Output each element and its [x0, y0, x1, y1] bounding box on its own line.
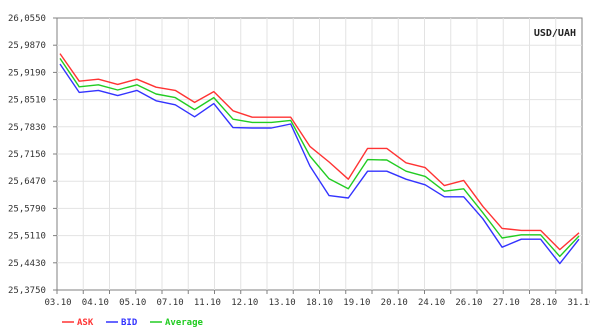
y-tick-label: 26,0550	[8, 14, 46, 24]
series-lines	[59, 53, 580, 265]
x-tick-label: 18.10	[306, 298, 333, 308]
series-line-ask	[59, 53, 580, 251]
x-tick-label: 19.10	[343, 298, 370, 308]
x-tick-label: 05.10	[119, 298, 146, 308]
legend-label-average: Average	[165, 318, 204, 328]
legend: ASK BID Average	[62, 318, 204, 328]
legend-label-bid: BID	[121, 318, 138, 328]
y-axis-ticks: 26,0550 25,9870 25,9190 25,8510 25,7830 25,71…	[8, 14, 57, 296]
y-tick-label: 25,9190	[8, 68, 46, 78]
legend-label-ask: ASK	[77, 318, 94, 328]
y-tick-label: 25,7830	[8, 123, 46, 133]
x-tick-label: 27.10	[493, 298, 520, 308]
x-tick-label: 11.10	[194, 298, 221, 308]
y-tick-label: 25,5790	[8, 204, 46, 214]
x-tick-label: 04.10	[82, 298, 109, 308]
y-tick-label: 25,3750	[8, 286, 46, 296]
x-tick-label: 28.10	[530, 298, 557, 308]
y-tick-label: 25,9870	[8, 41, 46, 51]
x-tick-label: 12.10	[231, 298, 258, 308]
x-tick-label: 20.10	[381, 298, 408, 308]
y-tick-label: 25,7150	[8, 150, 46, 160]
x-tick-label: 13.10	[269, 298, 296, 308]
series-line-average	[59, 58, 580, 258]
x-tick-label: 07.10	[157, 298, 184, 308]
y-tick-label: 25,6470	[8, 177, 46, 187]
y-tick-label: 25,5110	[8, 232, 46, 242]
series-line-bid	[59, 63, 580, 265]
x-tick-label: 03.10	[44, 298, 71, 308]
currency-pair-label: USD/UAH	[534, 28, 576, 39]
x-tick-label: 26.10	[455, 298, 482, 308]
x-tick-label: 24.10	[418, 298, 445, 308]
y-tick-label: 25,4430	[8, 259, 46, 269]
x-axis-ticks: 03.10 04.10 05.10 07.10 11.10 12.10 13.10 18.10…	[44, 290, 590, 308]
x-tick-label: 31.10	[567, 298, 590, 308]
y-tick-label: 25,8510	[8, 96, 46, 106]
